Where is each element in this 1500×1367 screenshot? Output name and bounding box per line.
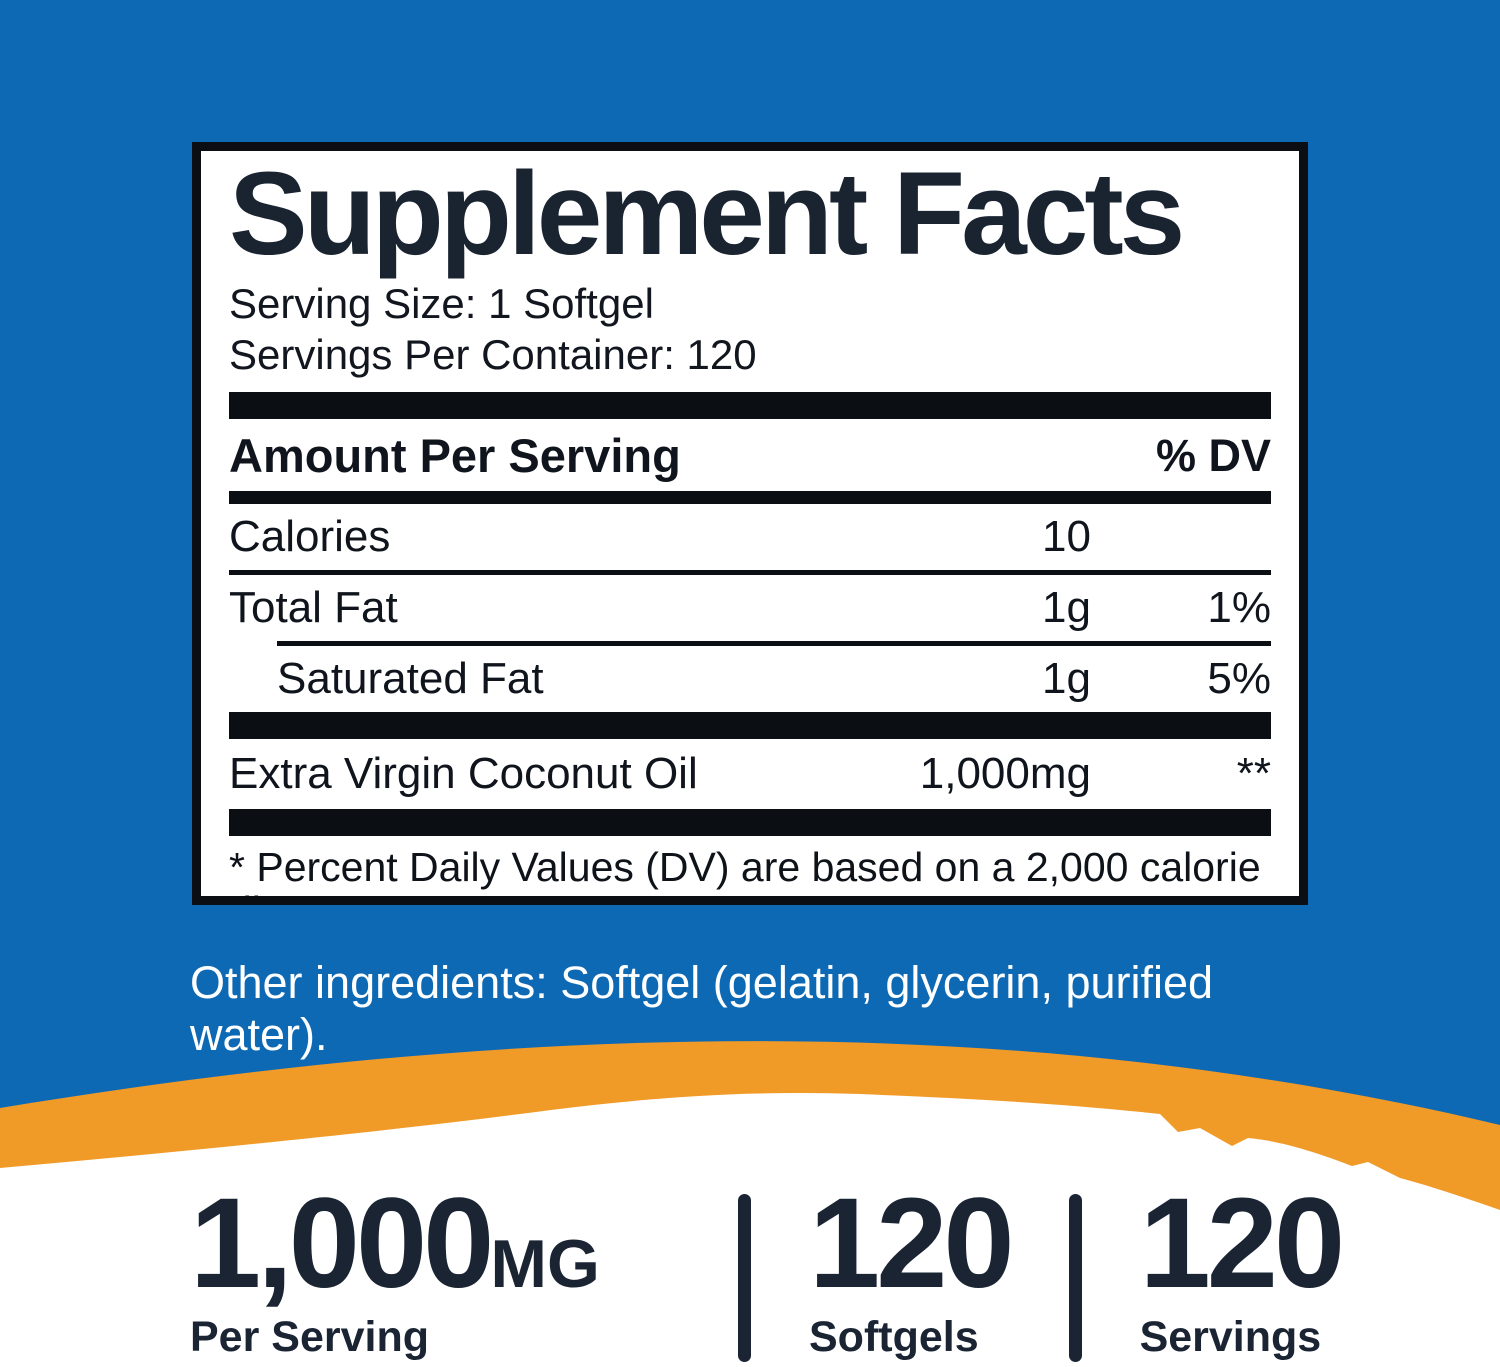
row-dv: **	[1236, 749, 1271, 799]
stat-unit: MG	[490, 1226, 600, 1302]
stat-divider	[738, 1194, 751, 1362]
row-label: Calories	[229, 512, 391, 562]
row-separator-indented	[277, 641, 1271, 647]
row-dv: 1%	[1207, 583, 1271, 633]
row-separator	[229, 570, 1271, 576]
serving-info: Serving Size: 1 Softgel Servings Per Con…	[229, 279, 1271, 380]
orange-brush-stroke	[0, 1041, 1500, 1210]
stat-value: 120	[809, 1172, 1015, 1315]
row-amount: 1,000mg	[919, 749, 1091, 799]
stat-value: 1,000	[190, 1172, 494, 1315]
stat-softgels: 120 Softgels	[809, 1180, 1015, 1362]
footnotes: * Percent Daily Values (DV) are based on…	[229, 844, 1271, 896]
row-label: Saturated Fat	[277, 654, 544, 704]
stat-per-serving: 1,000MG Per Serving	[190, 1180, 738, 1362]
footnote-dv: * Percent Daily Values (DV) are based on…	[229, 844, 1261, 896]
stat-servings: 120 Servings	[1139, 1180, 1346, 1362]
bottom-stats: 1,000MG Per Serving 120 Softgels 120 Ser…	[190, 1180, 1346, 1362]
supplement-facts-panel: Supplement Facts Serving Size: 1 Softgel…	[192, 142, 1308, 905]
servings-per-container: Servings Per Container: 120	[229, 330, 757, 378]
divider-bar-medium	[229, 491, 1271, 505]
stat-value-line: 120	[809, 1180, 1015, 1308]
row-amount: 10	[1042, 512, 1091, 562]
serving-size: Serving Size: 1 Softgel	[229, 280, 654, 328]
stat-value-line: 1,000MG	[190, 1180, 738, 1308]
divider-bar-thick-bottom	[229, 809, 1271, 837]
row-label: Extra Virgin Coconut Oil	[229, 749, 698, 799]
row-dv: 5%	[1207, 654, 1271, 704]
spacer	[1011, 1190, 1069, 1362]
amount-per-serving-header: Amount Per Serving	[229, 429, 681, 483]
stat-divider	[1068, 1194, 1082, 1362]
stat-label: Servings	[1139, 1313, 1322, 1361]
row-label: Total Fat	[229, 583, 398, 633]
stat-value: 120	[1139, 1172, 1346, 1315]
percent-dv-header: % DV	[1155, 429, 1271, 481]
stat-label: Softgels	[809, 1313, 979, 1361]
row-amount: 1g	[1042, 654, 1091, 704]
table-row-total-fat: Total Fat 1g 1%	[229, 575, 1271, 641]
divider-bar-thick-top	[229, 392, 1271, 420]
table-header-row: Amount Per Serving % DV	[229, 419, 1271, 491]
table-row-saturated-fat: Saturated Fat 1g 5%	[229, 646, 1271, 712]
table-row-coconut-oil: Extra Virgin Coconut Oil 1,000mg **	[229, 739, 1271, 809]
spacer	[751, 1190, 809, 1362]
panel-title: Supplement Facts	[229, 148, 1185, 280]
table-row-calories: Calories 10	[229, 504, 1271, 570]
spacer	[1082, 1190, 1140, 1362]
stat-value-line: 120	[1140, 1180, 1346, 1308]
other-ingredients-text: Other ingredients: Softgel (gelatin, gly…	[190, 957, 1214, 1060]
divider-bar-thick-middle	[229, 712, 1271, 740]
row-amount: 1g	[1042, 583, 1091, 633]
stat-label: Per Serving	[190, 1313, 429, 1361]
